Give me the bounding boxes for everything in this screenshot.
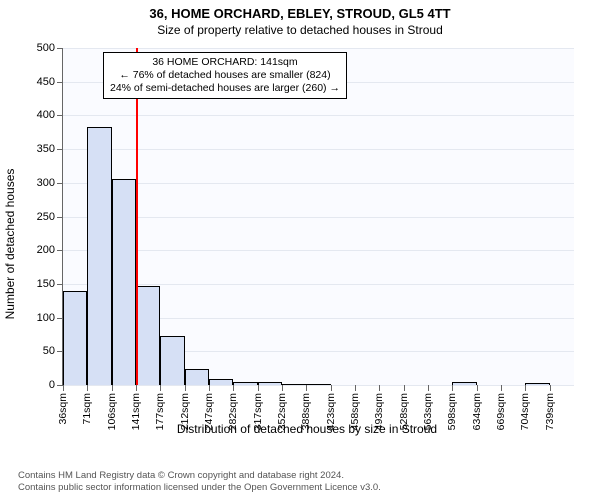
y-tick-label: 350 <box>37 143 63 155</box>
x-tick <box>477 385 478 391</box>
histogram-bar <box>258 382 282 385</box>
x-tick <box>525 385 526 391</box>
x-tick <box>501 385 502 391</box>
y-tick-label: 250 <box>37 211 63 223</box>
gridline <box>63 183 574 184</box>
page-title: 36, HOME ORCHARD, EBLEY, STROUD, GL5 4TT <box>0 6 600 21</box>
histogram-bar <box>63 291 87 385</box>
x-tick <box>550 385 551 391</box>
x-tick <box>63 385 64 391</box>
y-tick-label: 150 <box>37 278 63 290</box>
x-tick <box>428 385 429 391</box>
x-tick-label: 36sqm <box>57 393 69 425</box>
x-tick <box>258 385 259 391</box>
x-tick <box>331 385 332 391</box>
x-tick <box>136 385 137 391</box>
chart-container: Number of detached houses 36 HOME ORCHAR… <box>34 44 580 444</box>
y-tick-label: 450 <box>37 76 63 88</box>
gridline <box>63 385 574 386</box>
x-tick <box>112 385 113 391</box>
y-tick-label: 50 <box>43 345 63 357</box>
y-tick-label: 100 <box>37 312 63 324</box>
histogram-bar <box>136 286 160 385</box>
x-tick <box>379 385 380 391</box>
histogram-bar <box>160 336 184 385</box>
page-subtitle: Size of property relative to detached ho… <box>0 23 600 37</box>
annotation-line: ← 76% of detached houses are smaller (82… <box>110 69 340 82</box>
histogram-bar <box>185 369 209 385</box>
footer-line: Contains public sector information licen… <box>18 482 381 494</box>
footer-line: Contains HM Land Registry data © Crown c… <box>18 470 381 482</box>
x-tick <box>355 385 356 391</box>
y-tick-label: 500 <box>37 42 63 54</box>
y-tick-label: 400 <box>37 109 63 121</box>
x-tick <box>306 385 307 391</box>
y-tick-label: 0 <box>49 379 63 391</box>
gridline <box>63 48 574 49</box>
plot-area: 36 HOME ORCHARD: 141sqm ← 76% of detache… <box>62 48 574 386</box>
histogram-bar <box>233 382 257 385</box>
gridline <box>63 115 574 116</box>
histogram-bar <box>209 379 233 385</box>
x-tick-label: 71sqm <box>81 393 93 425</box>
x-tick <box>185 385 186 391</box>
histogram-bar <box>452 382 476 385</box>
annotation-line: 24% of semi-detached houses are larger (… <box>110 82 340 95</box>
x-tick <box>160 385 161 391</box>
histogram-bar <box>306 384 330 385</box>
footer-attribution: Contains HM Land Registry data © Crown c… <box>18 470 381 494</box>
y-tick-label: 300 <box>37 177 63 189</box>
x-tick <box>233 385 234 391</box>
histogram-bar <box>112 179 136 385</box>
x-tick <box>209 385 210 391</box>
y-tick-label: 200 <box>37 244 63 256</box>
histogram-bar <box>87 127 111 385</box>
gridline <box>63 284 574 285</box>
gridline <box>63 250 574 251</box>
histogram-bar <box>282 384 306 385</box>
gridline <box>63 149 574 150</box>
x-tick <box>452 385 453 391</box>
annotation-line: 36 HOME ORCHARD: 141sqm <box>110 56 340 69</box>
x-tick <box>87 385 88 391</box>
x-axis-caption: Distribution of detached houses by size … <box>34 422 580 436</box>
x-tick <box>404 385 405 391</box>
x-tick <box>282 385 283 391</box>
gridline <box>63 217 574 218</box>
y-axis-label: Number of detached houses <box>3 169 17 320</box>
histogram-bar <box>525 383 549 385</box>
annotation-box: 36 HOME ORCHARD: 141sqm ← 76% of detache… <box>103 52 347 99</box>
